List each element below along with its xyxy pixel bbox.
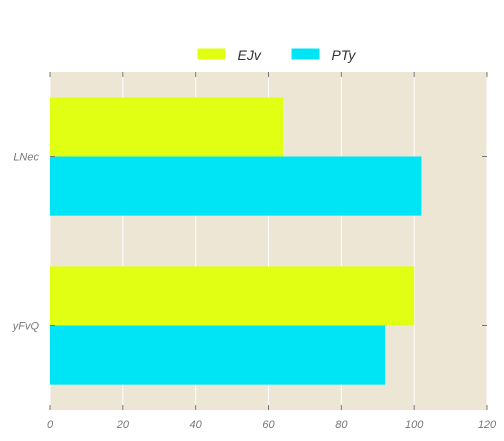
x-tick-label: 100 [405,419,424,431]
x-tick-label: 0 [47,419,54,431]
x-tick-label: 40 [190,419,203,431]
bar-EJv-LNec [50,97,284,157]
x-tick-label: 60 [262,419,275,431]
y-tick-label: LNec [13,152,39,164]
bar-EJv-yFvQ [50,266,415,326]
y-tick-label: yFvQ [12,321,40,333]
legend-swatch-EJv [197,48,226,60]
x-tick-label: 20 [116,419,130,431]
legend-label-EJv: EJv [238,47,262,63]
x-tick-label: 120 [478,419,497,431]
legend: EJv PTy [197,47,357,63]
legend-label-PTy: PTy [332,47,357,63]
legend-swatch-PTy [291,48,320,60]
bar-PTy-LNec [50,156,422,216]
x-axis: 0 20 40 60 80 100 120 [47,72,497,431]
x-tick-label: 80 [335,419,348,431]
bars-group [50,97,422,385]
y-axis: yFvQ LNec [12,152,487,333]
bar-PTy-yFvQ [50,325,386,385]
